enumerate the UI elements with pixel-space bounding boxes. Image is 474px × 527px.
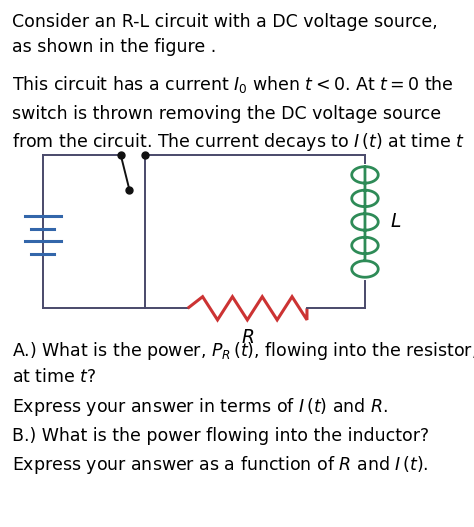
Text: as shown in the figure .: as shown in the figure . xyxy=(12,38,216,56)
Text: Express your answer in terms of $I\,(t)$ and $R$.: Express your answer in terms of $I\,(t)$… xyxy=(12,396,388,418)
Text: B.) What is the power flowing into the inductor?: B.) What is the power flowing into the i… xyxy=(12,426,429,444)
Text: from the circuit. The current decays to $I\,(t)$ at time $t$: from the circuit. The current decays to … xyxy=(12,131,465,153)
Text: Consider an R-L circuit with a DC voltage source,: Consider an R-L circuit with a DC voltag… xyxy=(12,13,438,31)
Text: $R$: $R$ xyxy=(241,328,254,347)
Text: Express your answer as a function of $R$ and $I\,(t)$.: Express your answer as a function of $R$… xyxy=(12,454,428,476)
Text: This circuit has a current $I_0$ when $t < 0$. At $t = 0$ the: This circuit has a current $I_0$ when $t… xyxy=(12,74,454,95)
Text: A.) What is the power, $P_R\,(t)$, flowing into the resistor, $R$,: A.) What is the power, $P_R\,(t)$, flowi… xyxy=(12,340,474,362)
Text: at time $t$?: at time $t$? xyxy=(12,368,96,386)
Text: $L$: $L$ xyxy=(390,212,401,231)
Text: switch is thrown removing the DC voltage source: switch is thrown removing the DC voltage… xyxy=(12,105,441,123)
